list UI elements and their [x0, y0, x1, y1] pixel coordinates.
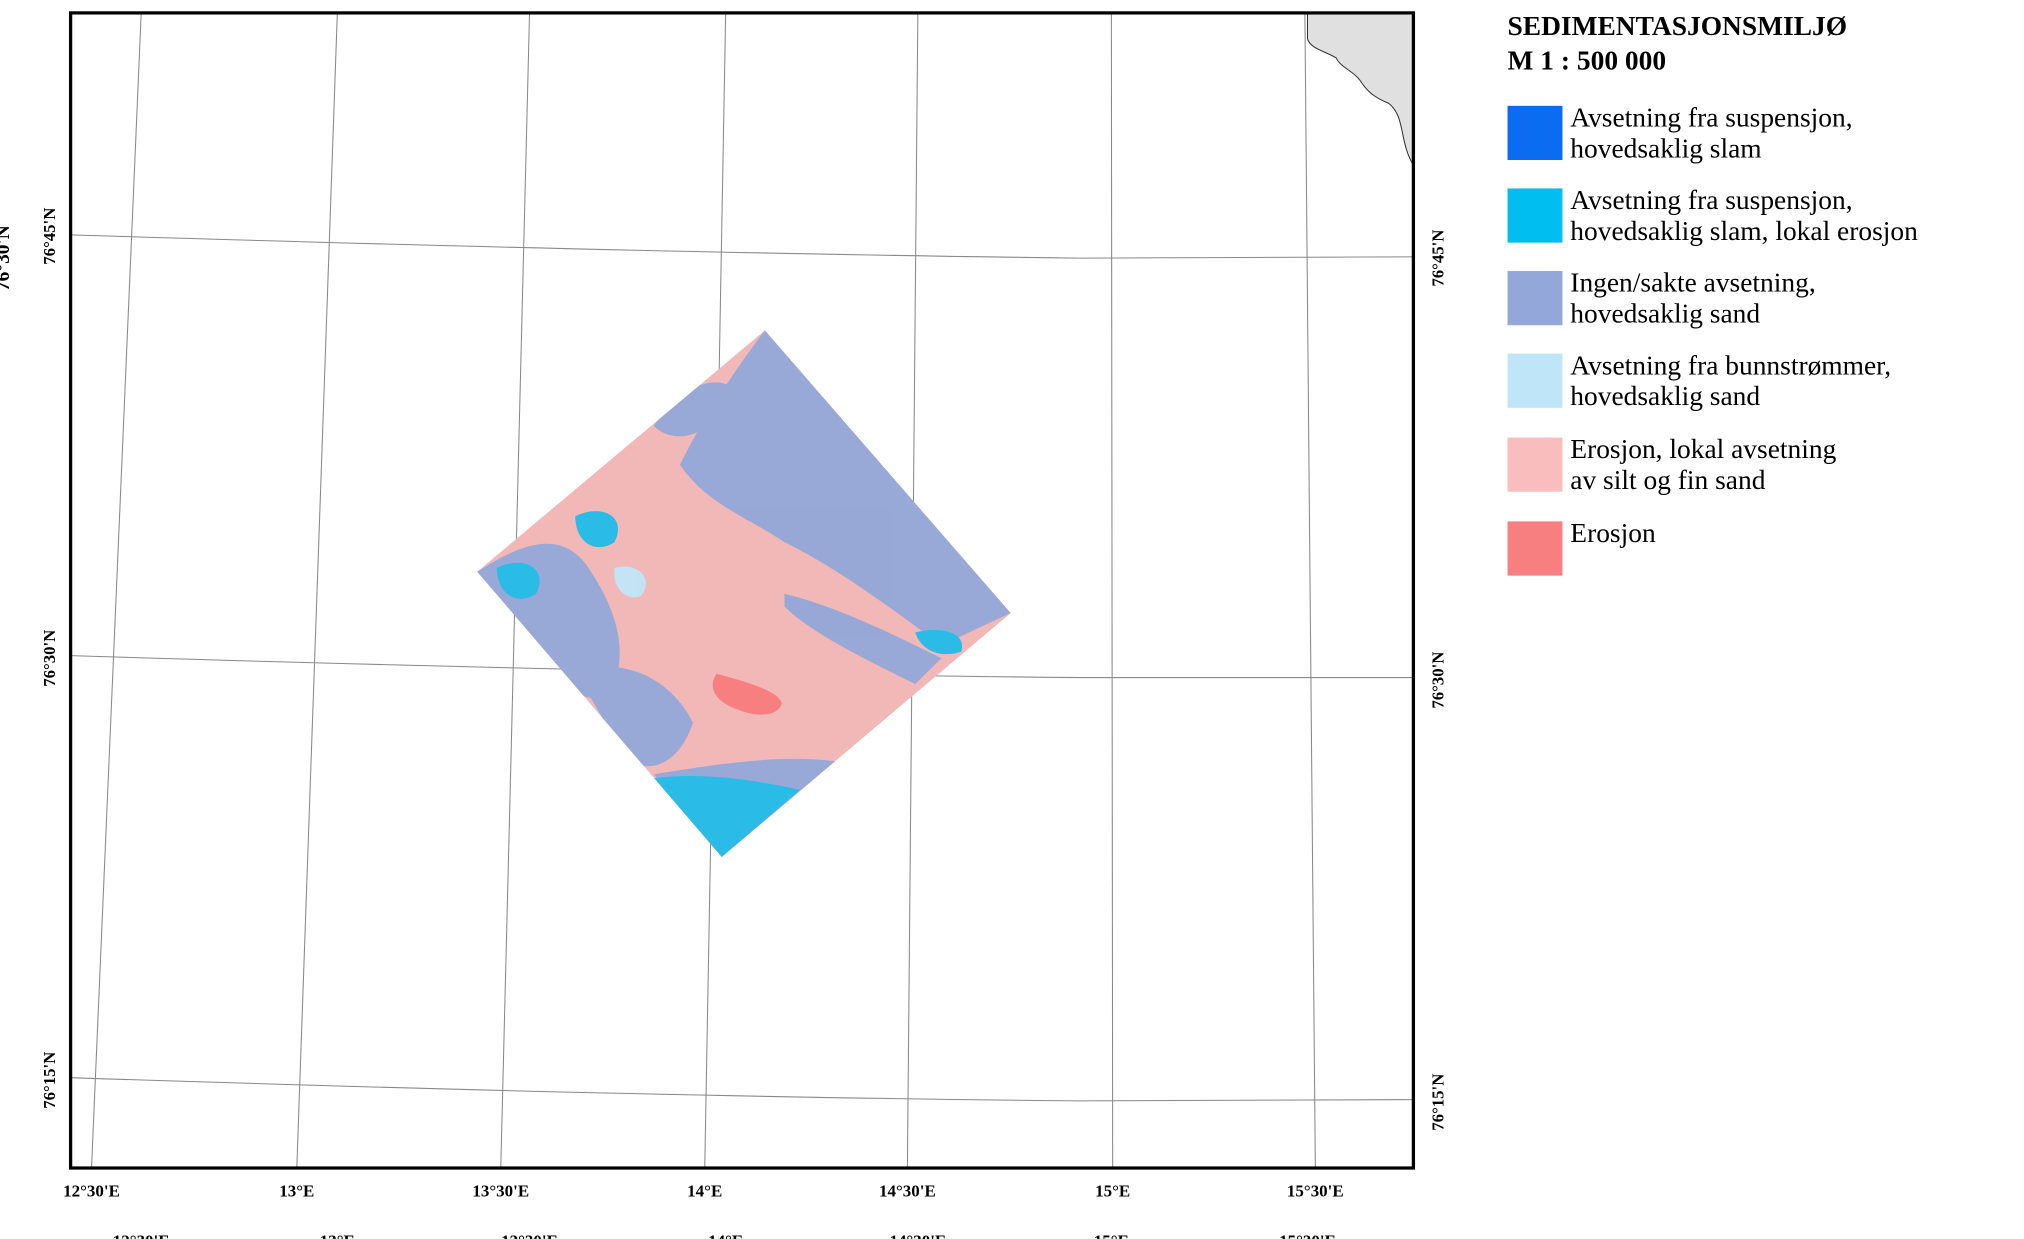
- legend-label: hovedsaklig sand: [1570, 299, 1760, 329]
- legend-label: Erosjon, lokal avsetning: [1570, 434, 1836, 464]
- legend-swatch: [1507, 188, 1563, 243]
- longitude-label: 14°E: [708, 1232, 743, 1239]
- longitude-label: 13°E: [279, 1182, 314, 1201]
- longitude-label: 15°E: [1095, 1182, 1130, 1201]
- legend-label: Avsetning fra suspensjon,: [1570, 103, 1852, 133]
- graticule-labels: 76°45'N 76°45'N 76°30'N 76°30'N 76°15'N 76°15…: [0, 208, 1447, 1239]
- map-area: [70, 12, 1414, 1169]
- latitude-label: 76°15'N: [1428, 1074, 1447, 1131]
- latitude-label: 76°30'N: [0, 225, 14, 291]
- legend-label: Avsetning fra suspensjon,: [1570, 185, 1852, 215]
- legend-label: hovedsaklig slam: [1570, 134, 1761, 164]
- longitude-label: 12°30'E: [113, 1232, 170, 1239]
- longitude-label: 15°30'E: [1287, 1182, 1344, 1201]
- longitude-label: 14°E: [687, 1182, 722, 1201]
- longitude-label: 12°30'E: [63, 1182, 120, 1201]
- latitude-label: 76°15'N: [40, 1052, 59, 1109]
- legend-swatch: [1507, 353, 1563, 408]
- legend-label: hovedsaklig sand: [1570, 381, 1760, 411]
- map-frame: [68, 11, 1416, 1170]
- longitude-label: 13°30'E: [501, 1232, 558, 1239]
- legend-label: Erosjon: [1570, 518, 1656, 548]
- legend-swatch: [1507, 437, 1563, 492]
- longitude-label: 13°30'E: [472, 1182, 529, 1201]
- latitude-label: 76°45'N: [1428, 230, 1447, 287]
- legend-swatch: [1507, 105, 1563, 161]
- latitude-label: 76°30'N: [40, 630, 59, 687]
- legend-swatch: [1507, 521, 1563, 576]
- latitude-label: 76°30'N: [1428, 652, 1447, 709]
- longitude-label: 15°E: [1094, 1232, 1129, 1239]
- longitude-label: 15°30'E: [1279, 1232, 1336, 1239]
- legend-label: hovedsaklig slam, lokal erosjon: [1570, 216, 1918, 246]
- legend-label: Ingen/sakte avsetning,: [1570, 268, 1815, 298]
- legend-swatch: [1507, 271, 1563, 326]
- longitude-label: 14°30'E: [879, 1182, 936, 1201]
- longitude-label: 14°30'E: [889, 1232, 946, 1239]
- legend-label: av silt og fin sand: [1570, 465, 1765, 495]
- coastline: [1306, 12, 1414, 167]
- longitude-label: 13°E: [320, 1232, 355, 1239]
- survey-area: [477, 330, 1011, 857]
- latitude-label: 76°45'N: [40, 208, 59, 265]
- legend: SEDIMENTASJONSMILJØ M 1 : 500 000 Avsetnin…: [1507, 11, 1918, 576]
- legend-title: M 1 : 500 000: [1508, 46, 1667, 76]
- legend-label: Avsetning fra bunnstrømmer,: [1570, 350, 1891, 380]
- legend-title: SEDIMENTASJONSMILJØ: [1508, 11, 1848, 41]
